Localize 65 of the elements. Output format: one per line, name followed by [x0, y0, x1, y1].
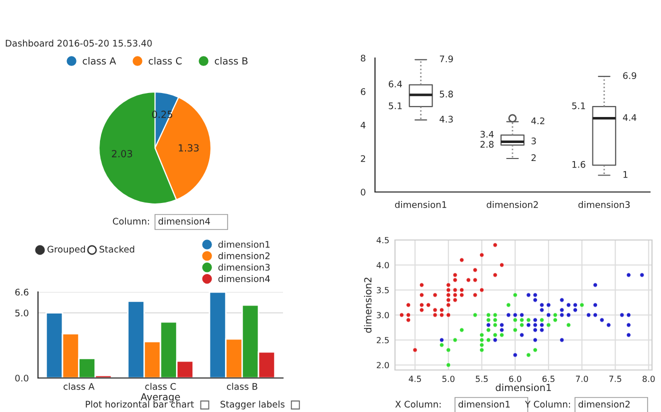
x-tick-label: class B	[226, 382, 258, 390]
y-tick-label: 6	[360, 88, 366, 96]
text: X Column:	[395, 400, 441, 408]
legend-label: class B	[214, 57, 248, 65]
text: Column:	[112, 218, 149, 225]
annotation: 4.4	[622, 114, 636, 121]
y-tick-label: 0	[360, 188, 366, 196]
text: Y Column:	[524, 400, 570, 408]
x-axis-title: Average	[140, 393, 180, 402]
annotation: 3	[532, 138, 536, 144]
legend-label: dimension2	[218, 252, 270, 260]
y-tick-label: 4.0	[376, 262, 389, 268]
y-tick-label: 0.0	[15, 374, 28, 382]
annotation: 5.8	[440, 90, 453, 98]
legend-label: class C	[148, 57, 182, 65]
y-axis-title: dimension2	[364, 278, 372, 333]
x-tick-label: class C	[145, 382, 176, 390]
annotation: 6.9	[623, 72, 636, 80]
x-tick-label: 5.5	[476, 376, 488, 382]
y-tick-label: 2.0	[376, 362, 389, 368]
legend-label: dimension4	[218, 275, 270, 282]
x-tick-label: dimension1	[395, 201, 446, 208]
y-tick-label: 5.0	[15, 310, 28, 316]
annotation: 5.1	[388, 102, 402, 110]
y-tick-label: 6.6	[15, 288, 28, 296]
legend-label: dimension3	[218, 264, 270, 271]
annotation: 6.4	[388, 80, 402, 88]
y-tick-label: 4.5	[376, 237, 389, 244]
x-tick-label: 5.0	[442, 376, 454, 382]
y-tick-label: 3.5	[376, 286, 389, 294]
annotation: 3.4	[480, 130, 494, 138]
annotation: 7.9	[440, 55, 453, 62]
annotation: 4.2	[531, 117, 544, 124]
text: dimension2	[578, 400, 630, 408]
x-tick-label: dimension2	[486, 201, 538, 208]
text: Stacked	[100, 246, 134, 253]
x-tick-label: 7.0	[576, 376, 588, 382]
data-label: 2.03	[112, 150, 132, 158]
x-tick-label: 4.5	[408, 376, 421, 382]
y-tick-label: 4	[360, 122, 366, 128]
legend-label: dimension1	[218, 240, 270, 248]
text: Plot horizontal bar chart	[86, 400, 194, 408]
y-tick-label: 2	[360, 155, 366, 162]
x-tick-label: 8.0	[642, 376, 655, 382]
y-tick-label: 3.0	[376, 312, 389, 318]
annotation: 2	[531, 154, 536, 161]
text: Grouped	[48, 246, 85, 254]
y-tick-label: 8	[360, 54, 366, 62]
data-label: 1.33	[178, 144, 199, 152]
y-tick-label: 2.5	[376, 336, 389, 344]
text: Stagger labels	[220, 400, 284, 410]
x-tick-label: 6.5	[542, 376, 554, 382]
text: Dashboard 2016-05-20 15.53.40	[6, 40, 152, 47]
annotation: 1	[623, 171, 628, 178]
annotation: 1.6	[572, 160, 586, 168]
annotation: 2.8	[480, 140, 494, 148]
text: dimension4	[158, 218, 210, 225]
legend-label: class A	[82, 57, 116, 65]
x-tick-label: class A	[64, 382, 94, 390]
x-tick-label: 6.0	[509, 376, 522, 382]
x-tick-label: 7.5	[609, 376, 622, 382]
text: dimension1	[458, 400, 510, 408]
x-tick-label: dimension3	[578, 201, 630, 208]
annotation: 4.3	[440, 116, 453, 123]
annotation: 5.1	[572, 102, 585, 110]
